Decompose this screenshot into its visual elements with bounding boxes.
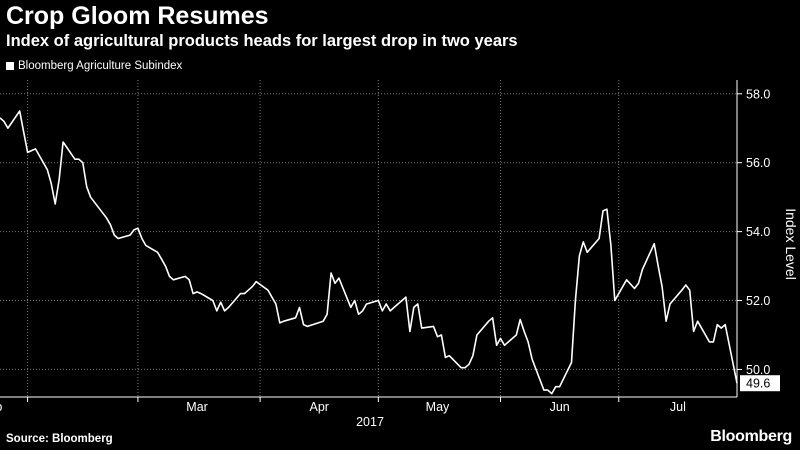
source-note: Source: Bloomberg xyxy=(6,433,113,445)
y-tick-label: 50.0 xyxy=(746,363,770,377)
last-value-callout: 49.6 xyxy=(740,375,780,392)
chart-subtitle: Index of agricultural products heads for… xyxy=(6,32,518,50)
y-tick-label: 56.0 xyxy=(746,156,770,170)
year-label: 2017 xyxy=(356,415,384,429)
vertical-gridlines xyxy=(27,80,620,397)
x-tick-label: Feb xyxy=(0,400,2,414)
chart-title: Crop Gloom Resumes xyxy=(6,2,269,30)
x-tick-label: Jun xyxy=(550,400,570,414)
y-tick-label: 54.0 xyxy=(746,225,770,239)
x-tick-label: Mar xyxy=(186,400,208,414)
legend-label: Bloomberg Agriculture Subindex xyxy=(18,60,183,72)
y-axis-ticks: 50.0 52.0 54.0 56.0 58.0 xyxy=(737,87,770,377)
horizontal-gridlines xyxy=(0,93,737,370)
x-tick-label: May xyxy=(426,400,450,414)
y-axis-title: Index Level xyxy=(783,208,799,280)
last-value-box xyxy=(740,375,780,392)
series-line-agriculture-subindex xyxy=(0,110,738,395)
x-tick-label: Apr xyxy=(310,400,329,414)
x-tick-label: Jul xyxy=(670,400,686,414)
y-tick-label: 58.0 xyxy=(746,87,770,101)
legend: Bloomberg Agriculture Subindex xyxy=(6,60,182,72)
x-axis-ticks: Feb Mar Apr May Jun Jul xyxy=(0,397,686,414)
bloomberg-logo: Bloomberg xyxy=(710,428,792,445)
legend-swatch xyxy=(6,62,14,70)
last-value-label: 49.6 xyxy=(746,377,770,391)
y-tick-label: 52.0 xyxy=(746,294,770,308)
